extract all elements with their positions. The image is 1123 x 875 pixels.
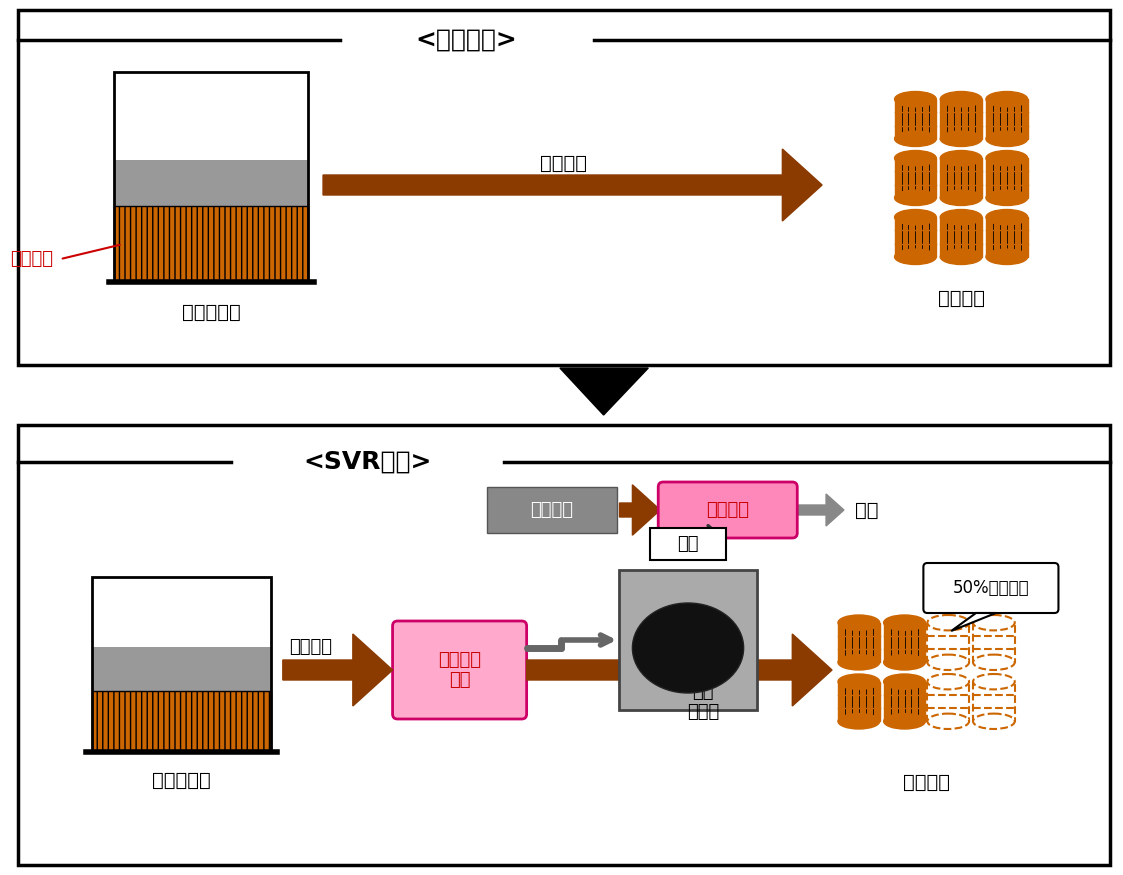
Polygon shape xyxy=(283,634,393,706)
Bar xyxy=(895,217,937,256)
Bar xyxy=(973,623,1015,662)
Bar xyxy=(940,158,982,198)
Ellipse shape xyxy=(928,615,969,630)
Ellipse shape xyxy=(895,150,937,166)
Ellipse shape xyxy=(940,150,982,166)
Text: 原油タンク: 原油タンク xyxy=(182,303,240,321)
Polygon shape xyxy=(620,485,660,536)
Ellipse shape xyxy=(895,209,937,225)
Ellipse shape xyxy=(632,603,743,693)
Polygon shape xyxy=(323,149,822,221)
Text: 50%以上削減: 50%以上削減 xyxy=(952,579,1029,597)
Polygon shape xyxy=(951,613,996,631)
FancyBboxPatch shape xyxy=(658,482,797,538)
Bar xyxy=(115,72,308,160)
Ellipse shape xyxy=(973,714,1015,729)
Ellipse shape xyxy=(928,674,969,690)
Ellipse shape xyxy=(986,190,1028,206)
Text: <従来技術>: <従来技術> xyxy=(416,28,518,52)
FancyBboxPatch shape xyxy=(393,621,527,719)
Bar xyxy=(986,217,1028,256)
Bar xyxy=(986,99,1028,139)
Bar xyxy=(884,623,925,662)
Ellipse shape xyxy=(884,654,925,670)
Ellipse shape xyxy=(838,674,879,690)
Ellipse shape xyxy=(986,131,1028,146)
Bar xyxy=(884,682,925,721)
Text: スラッジ: スラッジ xyxy=(10,250,53,269)
Ellipse shape xyxy=(986,92,1028,107)
Bar xyxy=(115,72,308,282)
Ellipse shape xyxy=(884,714,925,729)
Ellipse shape xyxy=(895,92,937,107)
Bar xyxy=(92,690,271,752)
Bar xyxy=(928,623,969,662)
Text: 油分: 油分 xyxy=(677,535,699,553)
Ellipse shape xyxy=(986,150,1028,166)
Bar xyxy=(18,10,1111,365)
Ellipse shape xyxy=(940,209,982,225)
Bar xyxy=(115,160,308,206)
Bar xyxy=(115,206,308,282)
Text: 産廃処理: 産廃処理 xyxy=(938,289,985,307)
Ellipse shape xyxy=(928,714,969,729)
Ellipse shape xyxy=(973,654,1015,670)
Polygon shape xyxy=(527,634,832,706)
Text: 遠心分離
設備: 遠心分離 設備 xyxy=(438,651,481,690)
Ellipse shape xyxy=(895,131,937,146)
Bar xyxy=(838,623,879,662)
Text: スラッジ: スラッジ xyxy=(540,153,587,172)
Ellipse shape xyxy=(895,249,937,264)
Bar xyxy=(487,487,617,533)
Bar xyxy=(986,158,1028,198)
Polygon shape xyxy=(795,494,844,526)
Bar xyxy=(940,217,982,256)
Text: 水分
固形分: 水分 固形分 xyxy=(687,682,719,721)
Bar xyxy=(92,577,271,647)
Bar xyxy=(92,647,271,690)
Text: 生産原油: 生産原油 xyxy=(530,501,574,519)
Ellipse shape xyxy=(884,615,925,630)
Text: スラッジ: スラッジ xyxy=(289,638,332,656)
Text: 再原油化: 再原油化 xyxy=(706,501,749,519)
Ellipse shape xyxy=(986,209,1028,225)
Ellipse shape xyxy=(940,131,982,146)
Bar xyxy=(838,682,879,721)
Polygon shape xyxy=(560,368,648,415)
Bar xyxy=(650,528,725,560)
Ellipse shape xyxy=(973,615,1015,630)
Bar xyxy=(92,577,271,752)
Ellipse shape xyxy=(940,92,982,107)
Ellipse shape xyxy=(940,190,982,206)
Bar xyxy=(895,99,937,139)
FancyBboxPatch shape xyxy=(923,563,1059,613)
Ellipse shape xyxy=(838,714,879,729)
Ellipse shape xyxy=(986,249,1028,264)
Bar xyxy=(895,158,937,198)
Ellipse shape xyxy=(884,674,925,690)
Ellipse shape xyxy=(973,674,1015,690)
Text: 出荷: 出荷 xyxy=(855,500,878,520)
Ellipse shape xyxy=(895,190,937,206)
Bar xyxy=(620,570,757,710)
Bar xyxy=(940,99,982,139)
Bar xyxy=(18,425,1111,865)
Text: 原油タンク: 原油タンク xyxy=(152,771,211,789)
Text: <SVR技術>: <SVR技術> xyxy=(303,450,431,474)
Bar xyxy=(928,682,969,721)
Ellipse shape xyxy=(838,615,879,630)
Ellipse shape xyxy=(928,654,969,670)
Ellipse shape xyxy=(838,654,879,670)
Ellipse shape xyxy=(940,249,982,264)
Text: 産廃処理: 産廃処理 xyxy=(903,773,950,792)
Bar xyxy=(973,682,1015,721)
